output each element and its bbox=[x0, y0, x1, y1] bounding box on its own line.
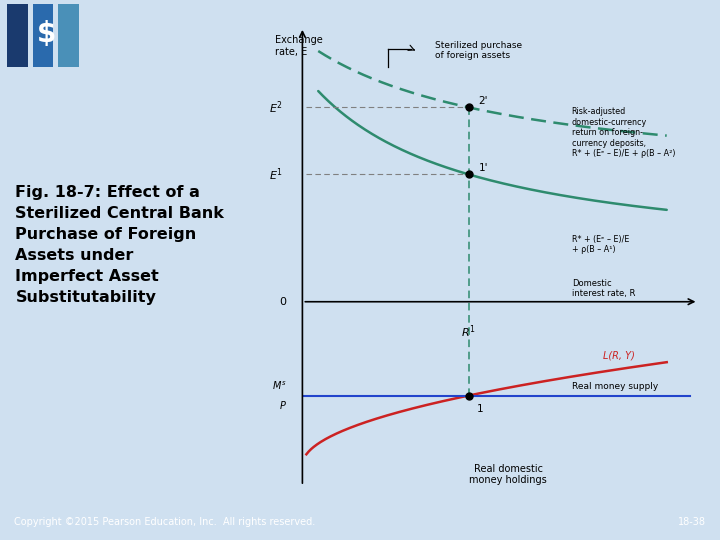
Text: $E^1$: $E^1$ bbox=[269, 166, 282, 183]
Text: Real money supply: Real money supply bbox=[572, 382, 658, 390]
Text: Real domestic
money holdings: Real domestic money holdings bbox=[469, 464, 547, 485]
Text: Copyright ©2015 Pearson Education, Inc.  All rights reserved.: Copyright ©2015 Pearson Education, Inc. … bbox=[14, 517, 315, 528]
Text: $P$: $P$ bbox=[279, 399, 287, 411]
Text: Fig. 18-7: Effect of a
Sterilized Central Bank
Purchase of Foreign
Assets under
: Fig. 18-7: Effect of a Sterilized Centra… bbox=[16, 185, 225, 306]
Text: 1: 1 bbox=[477, 404, 483, 414]
Bar bbox=[7, 3, 28, 66]
Text: $: $ bbox=[37, 19, 56, 48]
Text: 1': 1' bbox=[479, 163, 488, 173]
Text: 0: 0 bbox=[279, 296, 287, 307]
Text: 2': 2' bbox=[479, 96, 488, 106]
Text: Exchange
rate, E: Exchange rate, E bbox=[274, 35, 323, 57]
Text: 18-38: 18-38 bbox=[678, 517, 706, 528]
Text: Domestic
interest rate, R: Domestic interest rate, R bbox=[572, 279, 635, 298]
Text: R* + (Eᵉ – E)/E
+ ρ(B – A¹): R* + (Eᵉ – E)/E + ρ(B – A¹) bbox=[572, 235, 629, 254]
Text: $R^1$: $R^1$ bbox=[462, 323, 476, 340]
Text: $M^s$: $M^s$ bbox=[272, 380, 287, 392]
Text: L(R, Y): L(R, Y) bbox=[603, 350, 635, 360]
Text: $E^2$: $E^2$ bbox=[269, 99, 282, 116]
Text: Risk-adjusted
domestic-currency
return on foreign-
currency deposits,
R* + (Eᵉ –: Risk-adjusted domestic-currency return o… bbox=[572, 107, 675, 158]
Bar bbox=[58, 3, 78, 66]
Bar bbox=[33, 3, 53, 66]
Text: Sterilized purchase
of foreign assets: Sterilized purchase of foreign assets bbox=[435, 40, 522, 60]
